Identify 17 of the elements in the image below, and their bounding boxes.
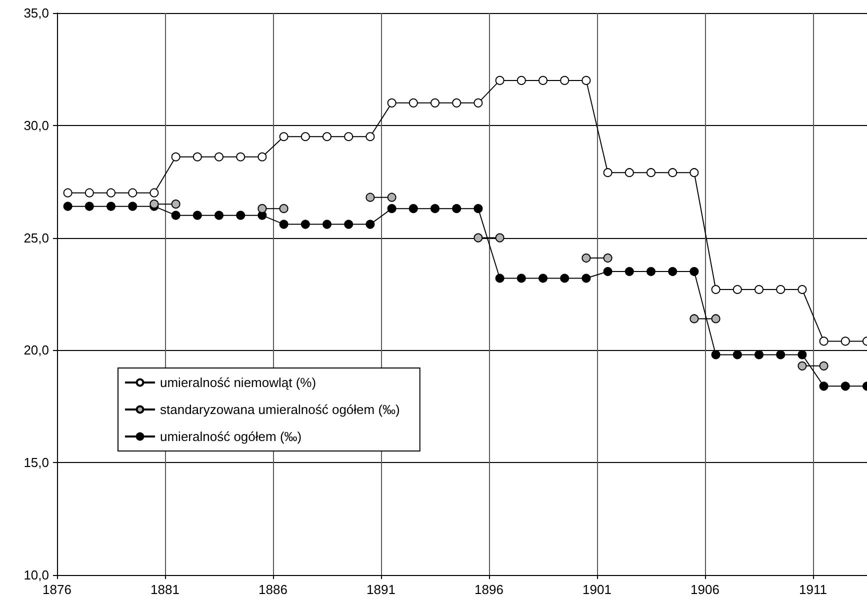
x-tick-label: 1896	[474, 582, 504, 597]
y-tick-label: 15,0	[24, 455, 49, 470]
y-tick-label: 30,0	[24, 118, 49, 133]
x-tick-label: 1891	[366, 582, 396, 597]
x-tick-label: 1911	[799, 582, 827, 597]
y-tick-label: 35,0	[24, 6, 49, 20]
x-tick-label: 1901	[582, 582, 612, 597]
legend-label: umieralność niemowląt (%)	[160, 375, 316, 390]
y-tick-label: 20,0	[24, 342, 49, 358]
x-tick-label: 1876	[42, 582, 72, 597]
legend-label: umieralność ogółem (‰)	[160, 429, 302, 444]
x-tick-label: 1881	[150, 582, 180, 597]
y-tick-label: 25,0	[24, 230, 49, 246]
y-tick-label: 10,0	[24, 568, 49, 582]
x-tick-label: 1886	[258, 582, 288, 597]
legend-label: standaryzowana umieralność ogółem (‰)	[160, 402, 400, 417]
x-tick-label: 1906	[690, 582, 720, 597]
